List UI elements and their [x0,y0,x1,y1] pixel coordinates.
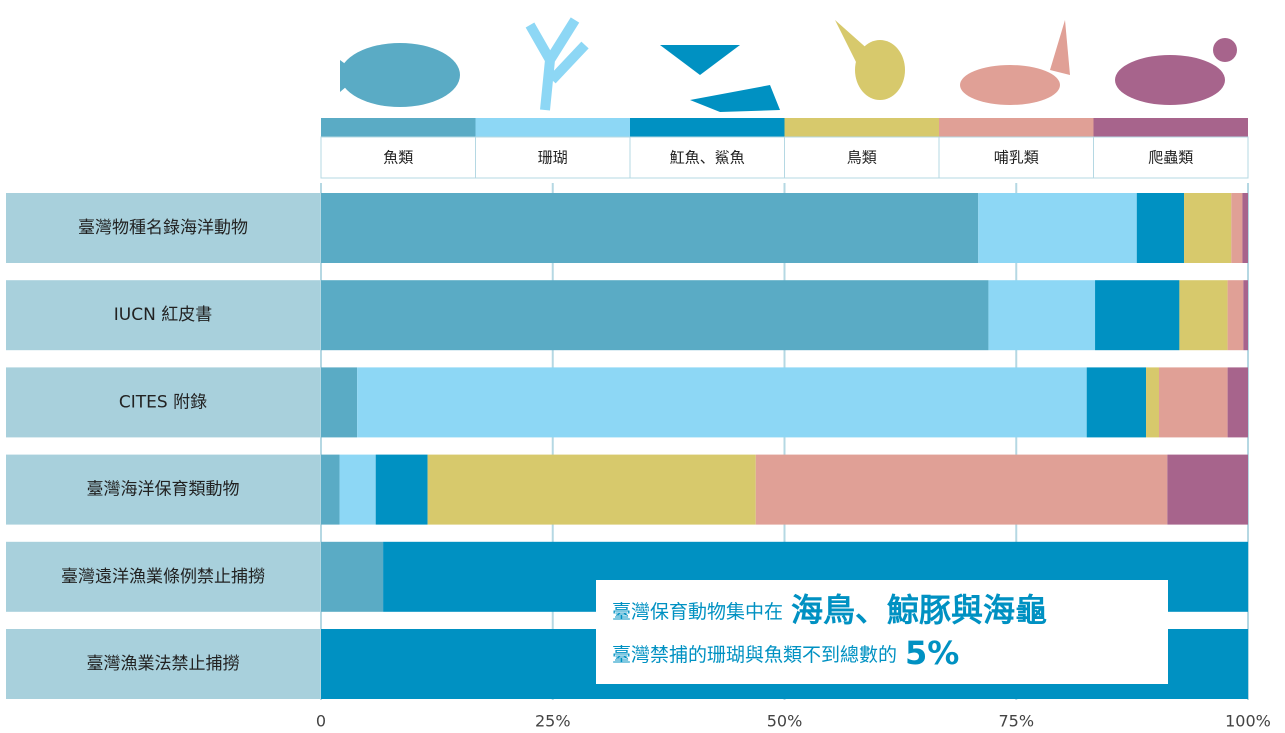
bar-segment [1231,193,1242,263]
x-tick-label: 25% [535,712,571,731]
bar-segment [321,193,978,263]
bar-segment [978,193,1137,263]
legend-swatch [939,118,1094,137]
legend-swatch [476,118,631,137]
bar-segment [1228,280,1244,350]
legend-label: 鳥類 [847,149,877,167]
bar-segment [1184,193,1231,263]
legend-swatch [1094,118,1249,137]
x-tick-label: 0 [316,712,326,731]
bar-segment [1179,280,1227,350]
annotation-text: 臺灣保育動物集中在 [612,601,783,623]
bar-segment [1087,367,1146,437]
bar-segment [321,542,383,612]
y-tick-label: 臺灣海洋保育類動物 [87,480,240,500]
bar-segment [321,280,988,350]
icons [340,20,1237,112]
y-tick-label: 臺灣物種名錄海洋動物 [78,218,248,238]
bar-segment [1146,367,1159,437]
bar-segment [1242,193,1248,263]
x-tick-label: 100% [1225,712,1271,731]
bar-segment [1167,455,1248,525]
bar-segment [988,280,1095,350]
legend-label: 爬蟲類 [1148,149,1193,167]
legend-label: 珊瑚 [538,149,568,167]
bar-segment [1228,367,1248,437]
x-tick-label: 75% [998,712,1034,731]
bar-segment [1159,367,1228,437]
y-tick-label: 臺灣遠洋漁業條例禁止捕撈 [61,567,265,587]
y-tick-label: CITES 附錄 [119,392,207,412]
y-tick-label: 臺灣漁業法禁止捕撈 [87,654,240,674]
legend-swatch [785,118,940,137]
chart: 魚類 珊瑚 魟魚、鯊魚 鳥類 哺乳類 爬蟲類 0 25% 50% 75% 100% 臺灣物種名錄海洋動… [0,0,1285,733]
bar-segment [1243,280,1248,350]
bar-segment [321,455,340,525]
legend-swatch [321,118,476,137]
y-tick-label: IUCN 紅皮書 [114,305,212,325]
bar-segment [357,367,1087,437]
legend-label: 魚類 [383,149,413,167]
legend-label: 哺乳類 [994,149,1039,167]
annotation-highlight: 海鳥、鯨豚與海龜 [791,591,1047,629]
annotation-text: 臺灣禁捕的珊瑚與魚類不到總數的 [612,644,897,666]
bar-segment [321,367,357,437]
bar-segment [376,455,428,525]
bar-segment [340,455,376,525]
bar-segment [756,455,1168,525]
bar-segment [1137,193,1184,263]
bar-segment [1095,280,1179,350]
x-tick-label: 50% [767,712,803,731]
bar-segment [428,455,756,525]
legend-label: 魟魚、鯊魚 [670,149,745,167]
annotation-highlight: 5% [905,634,959,672]
legend-swatch [630,118,785,137]
